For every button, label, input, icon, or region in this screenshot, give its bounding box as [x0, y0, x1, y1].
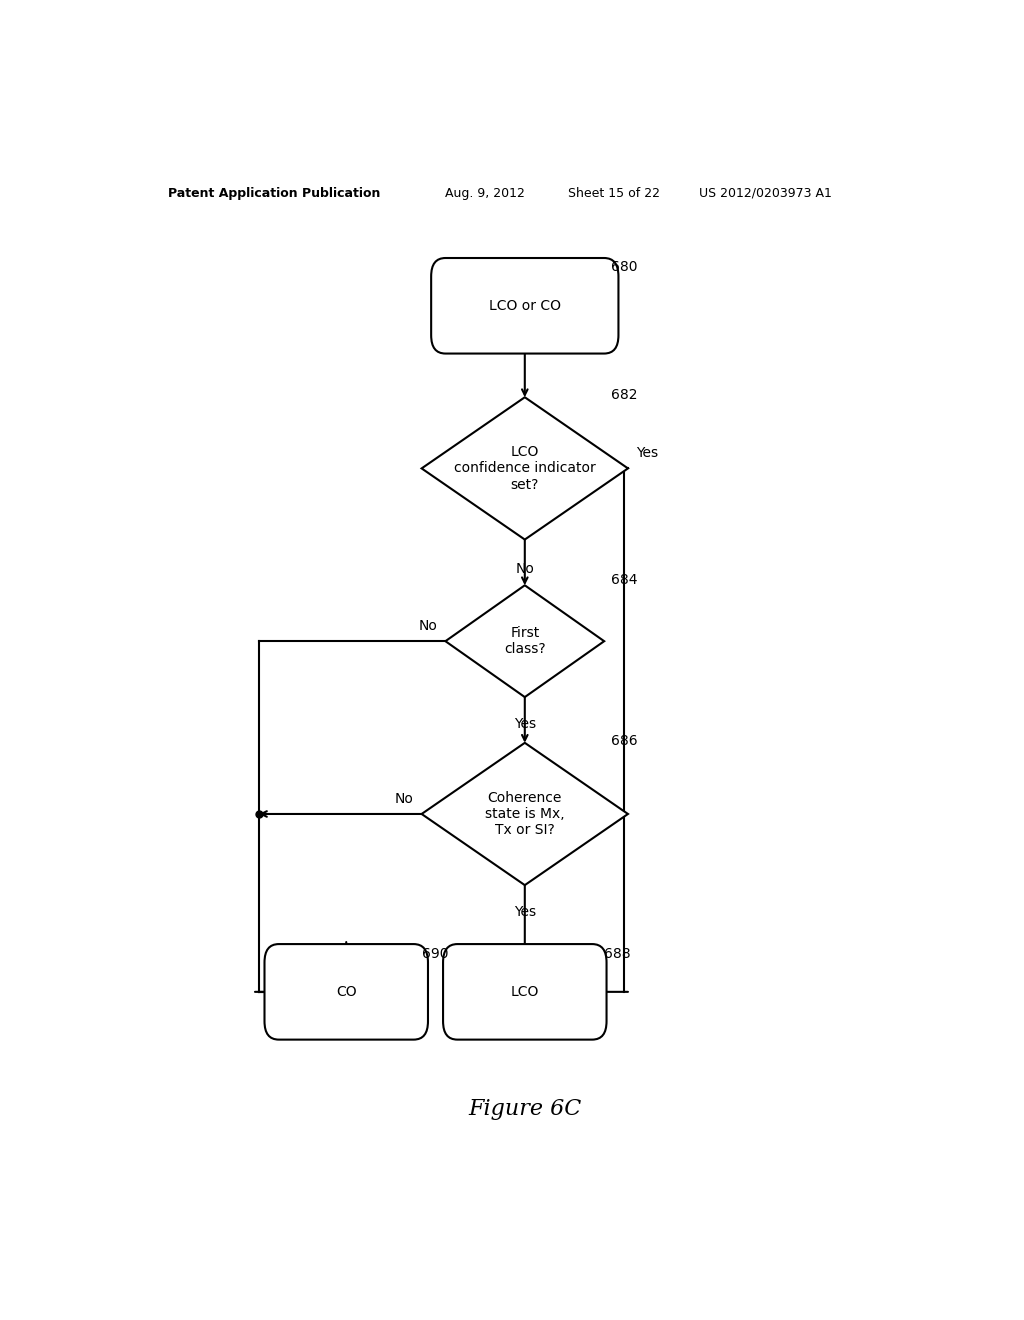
FancyBboxPatch shape: [264, 944, 428, 1040]
Text: 682: 682: [610, 388, 637, 403]
Text: US 2012/0203973 A1: US 2012/0203973 A1: [699, 187, 833, 199]
Text: 690: 690: [422, 948, 449, 961]
Text: No: No: [395, 792, 414, 805]
Text: 684: 684: [610, 573, 637, 587]
FancyBboxPatch shape: [431, 257, 618, 354]
Text: Coherence
state is Mx,
Tx or SI?: Coherence state is Mx, Tx or SI?: [485, 791, 564, 837]
Text: No: No: [419, 619, 437, 634]
Text: Aug. 9, 2012: Aug. 9, 2012: [445, 187, 525, 199]
Text: No: No: [515, 562, 535, 576]
Text: Sheet 15 of 22: Sheet 15 of 22: [568, 187, 660, 199]
Text: Figure 6C: Figure 6C: [468, 1098, 582, 1119]
Polygon shape: [422, 397, 628, 540]
Text: 686: 686: [610, 734, 637, 748]
FancyBboxPatch shape: [443, 944, 606, 1040]
Polygon shape: [422, 743, 628, 886]
Text: 688: 688: [604, 948, 631, 961]
Text: LCO
confidence indicator
set?: LCO confidence indicator set?: [454, 445, 596, 491]
Text: 680: 680: [610, 260, 637, 275]
Text: Yes: Yes: [514, 718, 536, 731]
Text: Yes: Yes: [636, 446, 658, 461]
Text: CO: CO: [336, 985, 356, 999]
Text: Patent Application Publication: Patent Application Publication: [168, 187, 380, 199]
Polygon shape: [445, 585, 604, 697]
Text: First
class?: First class?: [504, 626, 546, 656]
Text: LCO or CO: LCO or CO: [488, 298, 561, 313]
Text: LCO: LCO: [511, 985, 539, 999]
Text: Yes: Yes: [514, 906, 536, 920]
